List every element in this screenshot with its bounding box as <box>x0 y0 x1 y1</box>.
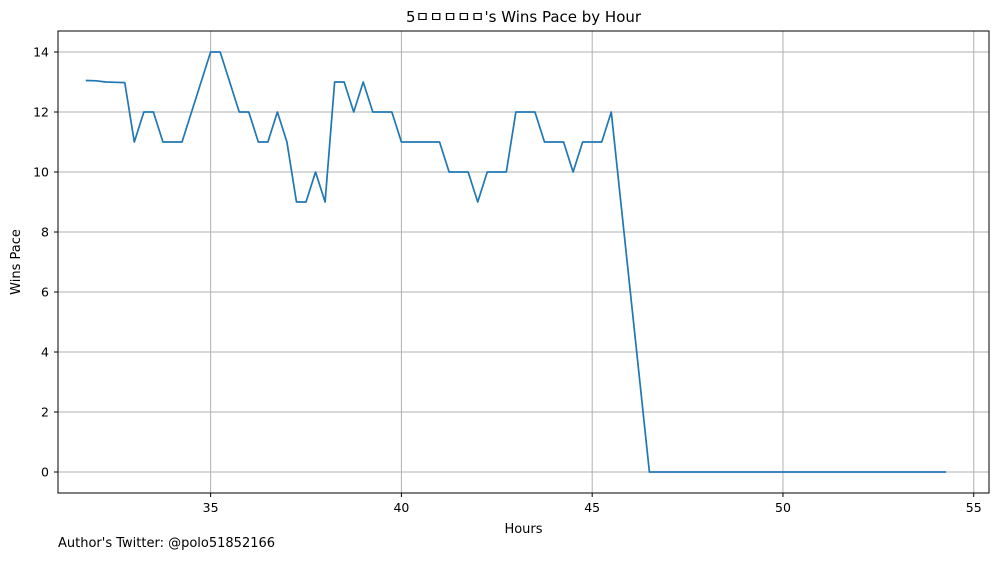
y-tick-label: 14 <box>33 45 49 60</box>
x-tick-label: 45 <box>584 500 600 515</box>
grid-lines <box>58 31 989 493</box>
y-tick-label: 6 <box>41 285 49 300</box>
y-tick-label: 12 <box>33 105 49 120</box>
author-credit: Author's Twitter: @polo51852166 <box>58 536 276 551</box>
y-axis: 0 2 4 6 8 10 12 14 <box>33 45 58 480</box>
plot-frame <box>57 30 990 494</box>
y-tick-label: 10 <box>33 165 49 180</box>
y-tick-label: 4 <box>41 345 49 360</box>
x-axis: 35 40 45 50 55 <box>203 493 982 515</box>
x-tick-label: 55 <box>966 500 982 515</box>
series-line <box>85 51 946 473</box>
y-axis-label: Wins Pace <box>9 229 24 295</box>
x-tick-label: 35 <box>203 500 219 515</box>
chart-title: 5ㅁㅁㅁㅁㅁ's Wins Pace by Hour <box>406 8 642 26</box>
y-tick-label: 0 <box>41 465 49 480</box>
y-tick-label: 2 <box>41 405 49 420</box>
x-tick-label: 50 <box>775 500 791 515</box>
y-tick-label: 8 <box>41 225 49 240</box>
x-tick-label: 40 <box>393 500 409 515</box>
series-layer <box>85 51 946 473</box>
x-axis-label: Hours <box>504 522 542 537</box>
